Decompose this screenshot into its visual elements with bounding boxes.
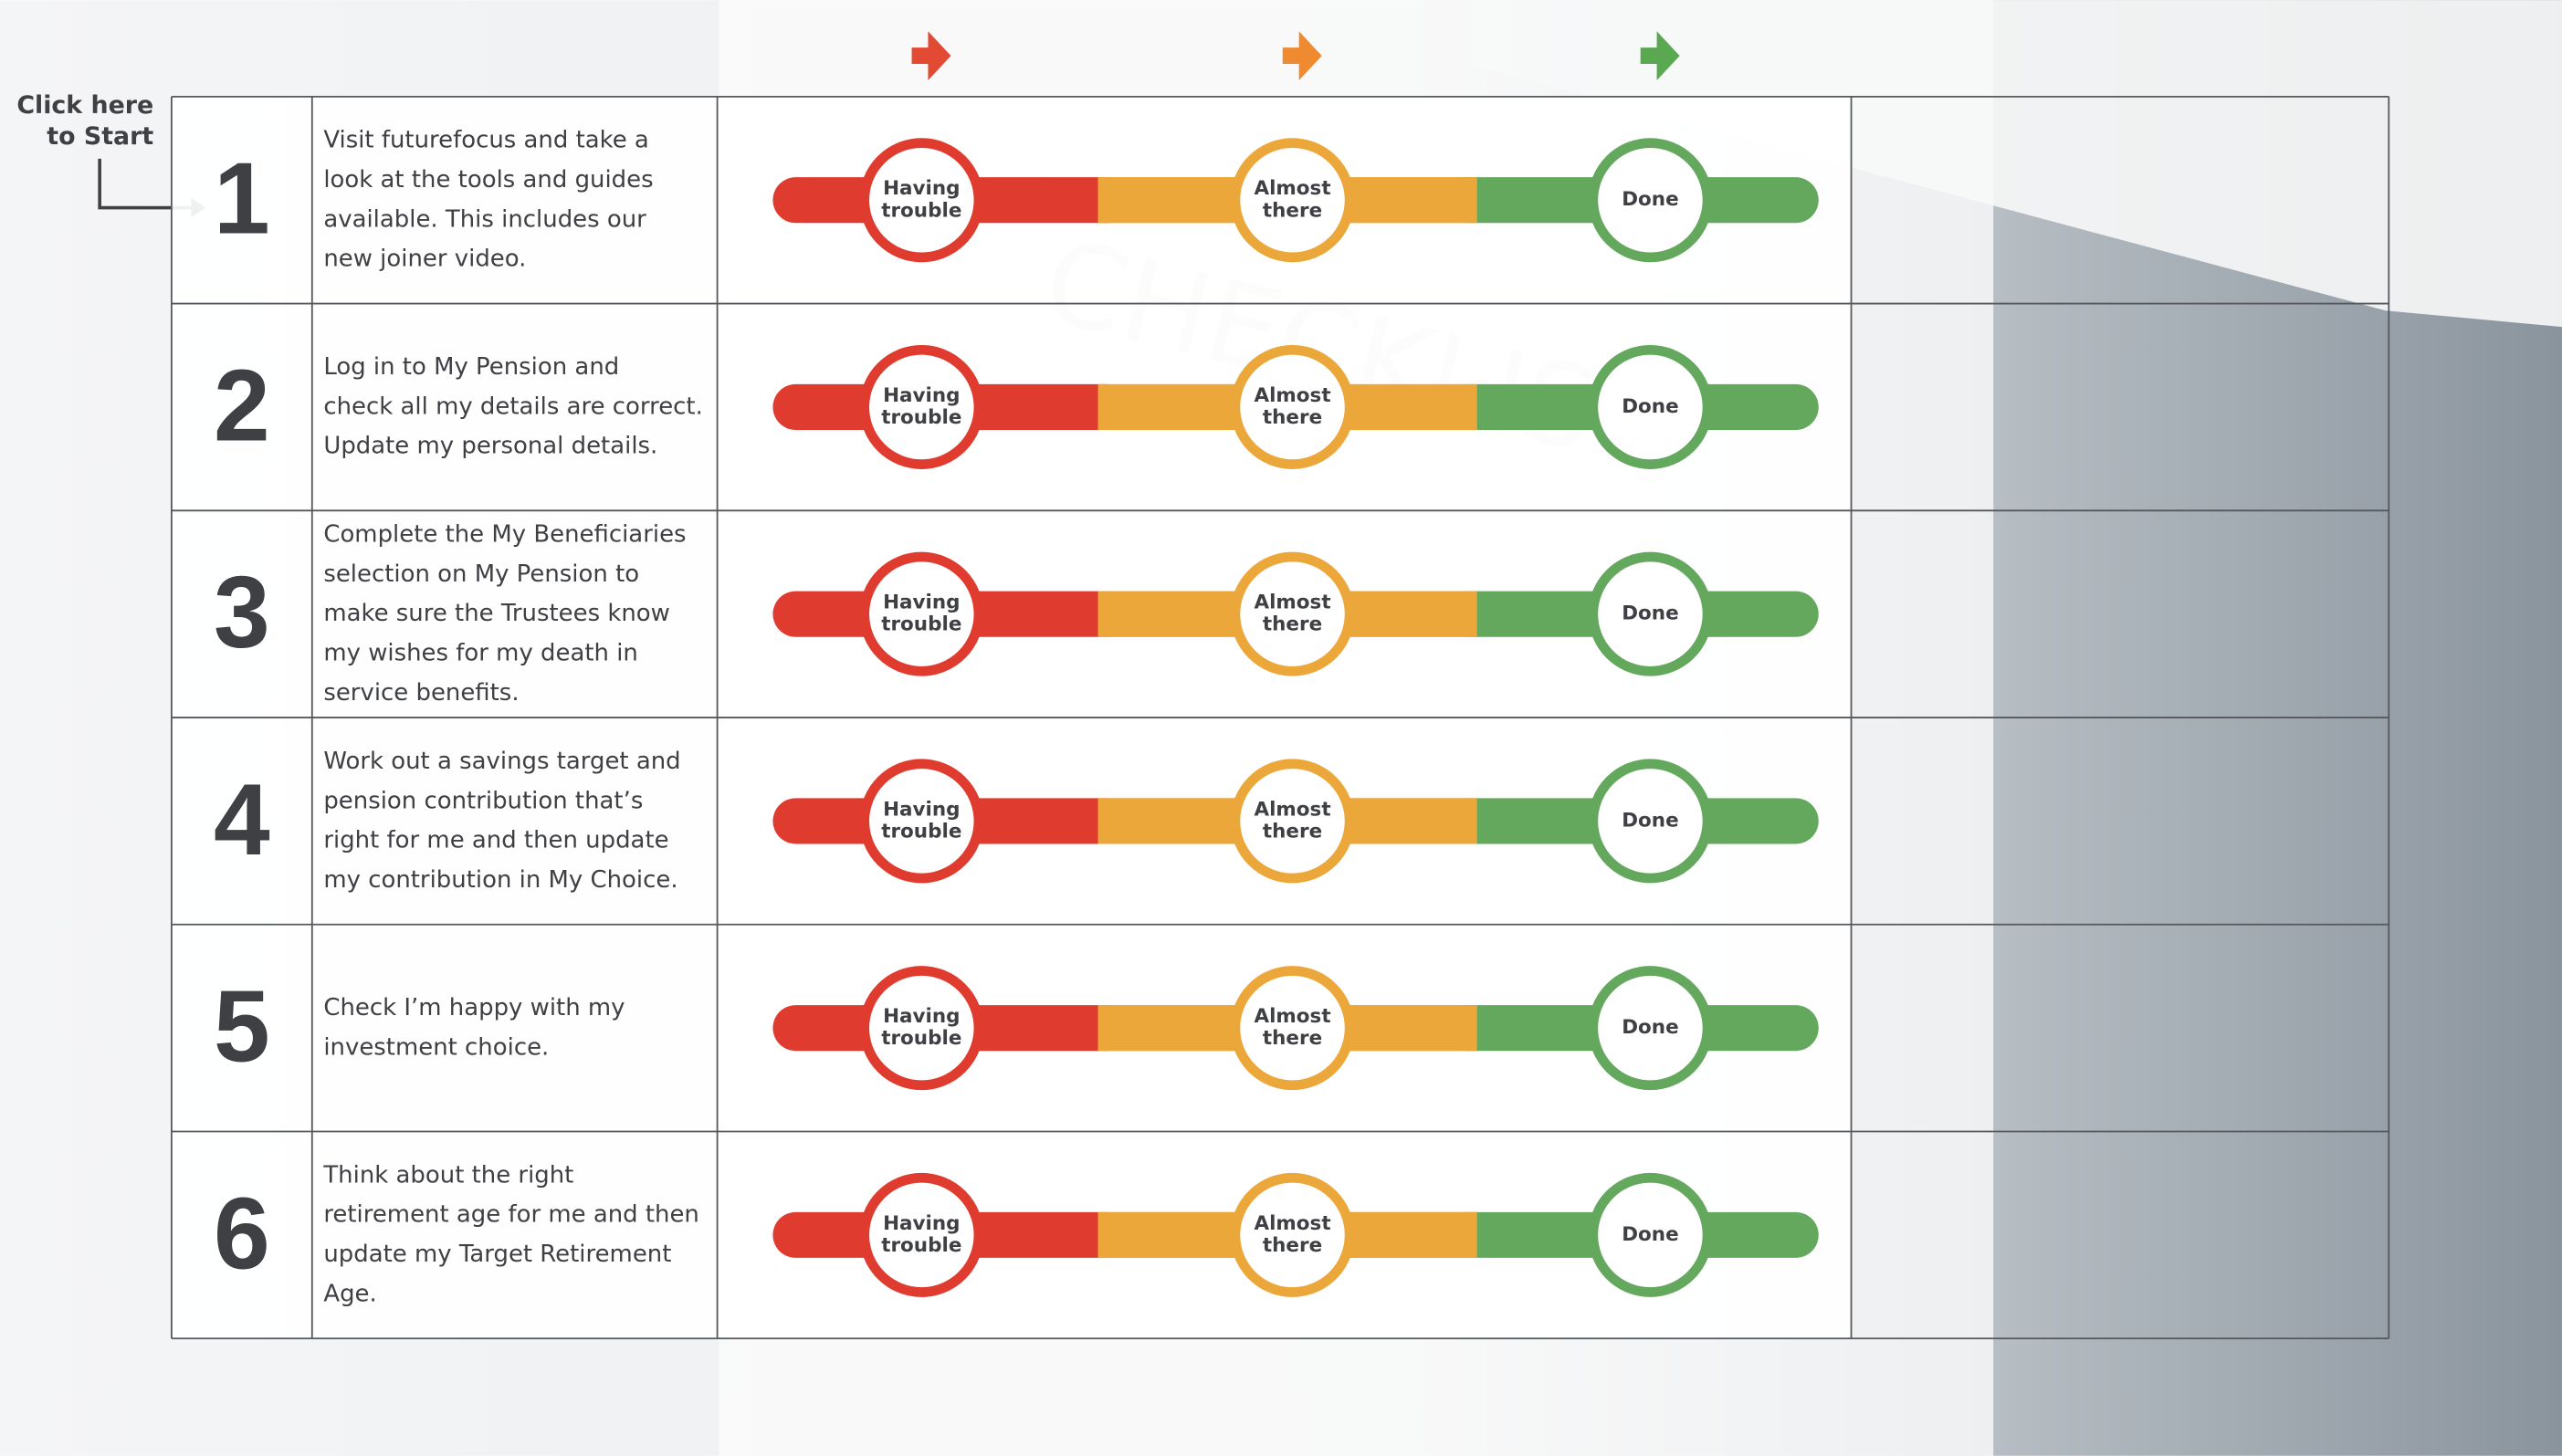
step-text: look at the tools and guides <box>323 166 653 194</box>
start-label[interactable]: to Start <box>47 122 153 151</box>
status-label[interactable]: trouble <box>881 820 961 843</box>
status-label[interactable]: there <box>1263 1234 1322 1257</box>
status-label[interactable]: trouble <box>881 1027 961 1050</box>
status-label[interactable]: trouble <box>881 1234 961 1257</box>
status-label[interactable]: there <box>1263 199 1322 222</box>
step-text: pension contribution that’s <box>323 787 643 814</box>
step-text: new joiner video. <box>323 246 526 273</box>
status-label[interactable]: there <box>1263 406 1322 429</box>
status-button[interactable] <box>1588 1172 1713 1297</box>
status-label[interactable]: Having <box>883 1212 960 1235</box>
status-label[interactable]: Having <box>883 1005 960 1028</box>
status-button[interactable] <box>859 966 984 1091</box>
status-label[interactable]: Done <box>1622 188 1678 211</box>
step-text: Work out a savings target and <box>323 748 680 775</box>
step-text: retirement age for me and then <box>323 1201 699 1229</box>
status-label[interactable]: there <box>1263 613 1322 636</box>
status-button[interactable] <box>1230 1172 1355 1297</box>
status-label[interactable]: Almost <box>1254 1212 1330 1235</box>
status-label[interactable]: there <box>1263 820 1322 843</box>
status-button[interactable] <box>859 344 984 469</box>
status-button[interactable] <box>1230 759 1355 884</box>
step-number: 3 <box>214 556 270 669</box>
status-label[interactable]: Having <box>883 592 960 614</box>
status-button[interactable] <box>1230 344 1355 469</box>
step-text: check all my details are correct. <box>323 393 703 420</box>
column-arrow <box>1282 31 1322 80</box>
status-button[interactable] <box>1588 759 1713 884</box>
step-text: available. This includes our <box>323 205 646 233</box>
status-label[interactable]: Done <box>1622 1223 1678 1246</box>
status-button[interactable] <box>1230 551 1355 676</box>
step-text: make sure the Trustees know <box>323 600 670 627</box>
step-number: 5 <box>214 970 270 1084</box>
step-text: Check I’m happy with my <box>323 994 625 1021</box>
status-label[interactable]: Done <box>1622 1016 1678 1039</box>
step-text: Age. <box>323 1280 376 1307</box>
step-number: 6 <box>214 1177 270 1290</box>
status-button[interactable] <box>859 759 984 884</box>
step-number: 1 <box>214 142 270 256</box>
step-number: 2 <box>214 349 270 462</box>
status-label[interactable]: Done <box>1622 809 1678 832</box>
status-button[interactable] <box>1588 966 1713 1091</box>
step-text: Visit futurefocus and take a <box>323 127 649 154</box>
status-label[interactable]: Almost <box>1254 592 1330 614</box>
status-label[interactable]: Almost <box>1254 177 1330 200</box>
step-text: my wishes for my death in <box>323 639 638 666</box>
step-text: my contribution in My Choice. <box>323 866 677 894</box>
status-label[interactable]: Done <box>1622 602 1678 625</box>
status-button[interactable] <box>1230 966 1355 1091</box>
status-label[interactable]: there <box>1263 1027 1322 1050</box>
step-text: selection on My Pension to <box>323 560 639 588</box>
status-label[interactable]: Almost <box>1254 384 1330 407</box>
step-number: 4 <box>214 763 270 876</box>
column-arrow <box>1640 31 1680 80</box>
step-text: Think about the right <box>322 1161 573 1189</box>
status-button[interactable] <box>1588 344 1713 469</box>
status-label[interactable]: trouble <box>881 406 961 429</box>
status-label[interactable]: Almost <box>1254 798 1330 821</box>
status-button[interactable] <box>859 138 984 263</box>
column-arrow <box>911 31 951 80</box>
status-label[interactable]: Almost <box>1254 1005 1330 1028</box>
start-arrow-line <box>98 158 196 210</box>
status-button[interactable] <box>1230 138 1355 263</box>
status-button[interactable] <box>859 551 984 676</box>
status-button[interactable] <box>1588 138 1713 263</box>
status-button[interactable] <box>859 1172 984 1297</box>
step-text: Log in to My Pension and <box>323 353 619 381</box>
step-text: service benefits. <box>323 679 519 707</box>
status-button[interactable] <box>1588 551 1713 676</box>
status-label[interactable]: Done <box>1622 395 1678 418</box>
step-text: investment choice. <box>323 1033 549 1061</box>
step-text: Complete the My Beneficiaries <box>323 521 686 549</box>
status-label[interactable]: Having <box>883 798 960 821</box>
status-label[interactable]: trouble <box>881 199 961 222</box>
status-label[interactable]: Having <box>883 177 960 200</box>
status-label[interactable]: trouble <box>881 613 961 636</box>
step-text: Update my personal details. <box>323 433 657 460</box>
keyboard <box>1470 0 2562 328</box>
step-text: update my Target Retirement <box>323 1241 671 1268</box>
step-text: right for me and then update <box>323 827 668 854</box>
status-label[interactable]: Having <box>883 384 960 407</box>
start-label[interactable]: Click here <box>16 91 153 120</box>
